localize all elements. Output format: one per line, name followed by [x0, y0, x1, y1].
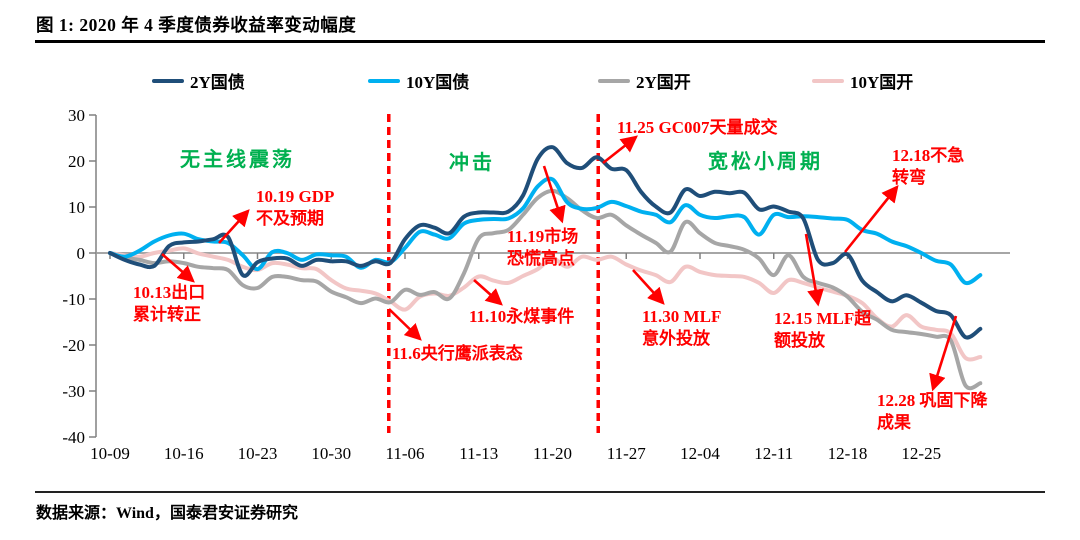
- x-tick-label: 10-23: [238, 444, 278, 463]
- legend-label: 10Y国开: [850, 73, 914, 92]
- y-tick-label: 20: [68, 152, 85, 171]
- annotation-arrow: [804, 233, 824, 307]
- x-tick-label: 12-04: [680, 444, 720, 463]
- legend-item-10Y国开: 10Y国开: [812, 68, 913, 93]
- y-tick-label: -20: [62, 336, 85, 355]
- series-line-10Y国债: [108, 176, 983, 286]
- x-tick-label: 12-18: [828, 444, 868, 463]
- x-tick-label: 10-09: [90, 444, 130, 463]
- annotation-arrow: [473, 279, 503, 306]
- x-tick-label: 11-27: [607, 444, 647, 463]
- legend-item-2Y国债: 2Y国债: [152, 68, 245, 93]
- annotation-arrow: [602, 135, 638, 165]
- annotation-arrow: [161, 253, 195, 283]
- legend-swatch: [152, 78, 184, 83]
- title-rule: [35, 40, 1045, 43]
- annotation-arrow: [218, 209, 250, 244]
- y-tick-label: 0: [77, 244, 86, 263]
- x-tick-label: 11-20: [533, 444, 572, 463]
- y-tick-label: -40: [62, 428, 85, 447]
- y-tick-label: 10: [68, 198, 85, 217]
- y-tick-label: -10: [62, 290, 85, 309]
- legend-swatch: [812, 78, 844, 83]
- series-line-2Y国开: [108, 188, 983, 391]
- legend-label: 2Y国开: [636, 73, 691, 92]
- x-tick-label: 10-30: [311, 444, 351, 463]
- series-line-2Y国债: [108, 145, 983, 340]
- annotation-arrow: [542, 165, 566, 224]
- legend-label: 2Y国债: [190, 73, 245, 92]
- annotation-arrow: [388, 308, 422, 341]
- data-source: 数据来源：Wind，国泰君安证券研究: [36, 505, 298, 522]
- x-tick-label: 12-25: [901, 444, 941, 463]
- footer-rule: [35, 491, 1045, 493]
- y-tick-label: -30: [62, 382, 85, 401]
- x-tick-label: 11-06: [385, 444, 424, 463]
- legend-swatch: [598, 78, 630, 83]
- annotation-arrow: [929, 315, 958, 392]
- y-tick-label: 30: [68, 106, 85, 125]
- annotation-arrow: [632, 269, 665, 305]
- legend-swatch: [368, 78, 400, 83]
- annotation-arrow: [843, 185, 899, 253]
- x-tick-label: 11-13: [459, 444, 498, 463]
- series-line-10Y国开: [108, 246, 983, 362]
- legend-label: 10Y国债: [406, 73, 470, 92]
- legend: 2Y国债 10Y国债 2Y国开 10Y国开: [0, 68, 1080, 94]
- x-tick-label: 10-16: [164, 444, 204, 463]
- x-tick-label: 12-11: [754, 444, 793, 463]
- legend-item-2Y国开: 2Y国开: [598, 68, 691, 93]
- figure-title: 图 1: 2020 年 4 季度债券收益率变动幅度: [36, 15, 357, 35]
- legend-item-10Y国债: 10Y国债: [368, 68, 469, 93]
